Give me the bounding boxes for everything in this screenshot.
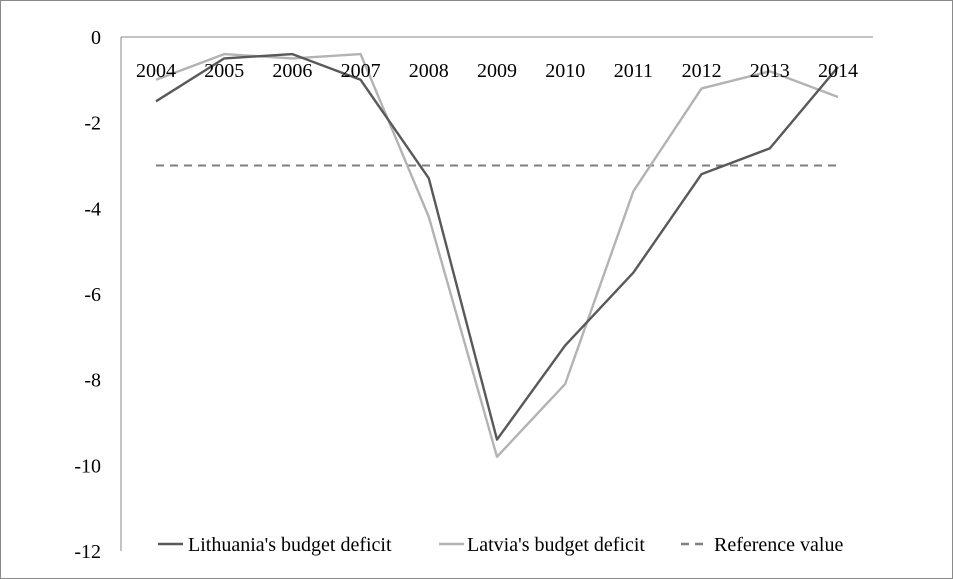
x-tick-label: 2010: [545, 60, 585, 82]
x-tick-label: 2014: [818, 60, 858, 82]
y-tick-label: -8: [84, 370, 101, 392]
x-tick-label: 2007: [341, 60, 381, 82]
x-tick-label: 2008: [409, 60, 449, 82]
y-tick-label: 0: [91, 27, 101, 49]
x-tick-label: 2004: [136, 60, 176, 82]
legend-label: Lithuania's budget deficit: [188, 534, 392, 556]
x-tick-label: 2011: [614, 60, 653, 82]
series-line-latvia: [155, 52, 839, 458]
x-tick-label: 2009: [477, 60, 517, 82]
x-tick-label: 2013: [750, 60, 790, 82]
x-tick-label: 2012: [682, 60, 722, 82]
y-tick-label: -2: [84, 113, 101, 135]
x-tick-label: 2005: [204, 60, 244, 82]
y-tick-label: -4: [84, 198, 101, 220]
series-line-lithuania: [155, 52, 839, 441]
y-tick-label: -12: [74, 541, 101, 563]
y-tick-label: -6: [84, 284, 101, 306]
y-tick-label: -10: [74, 455, 101, 477]
legend-label: Latvia's budget deficit: [467, 534, 645, 556]
x-tick-label: 2006: [272, 60, 312, 82]
legend-label: Reference value: [714, 534, 843, 556]
